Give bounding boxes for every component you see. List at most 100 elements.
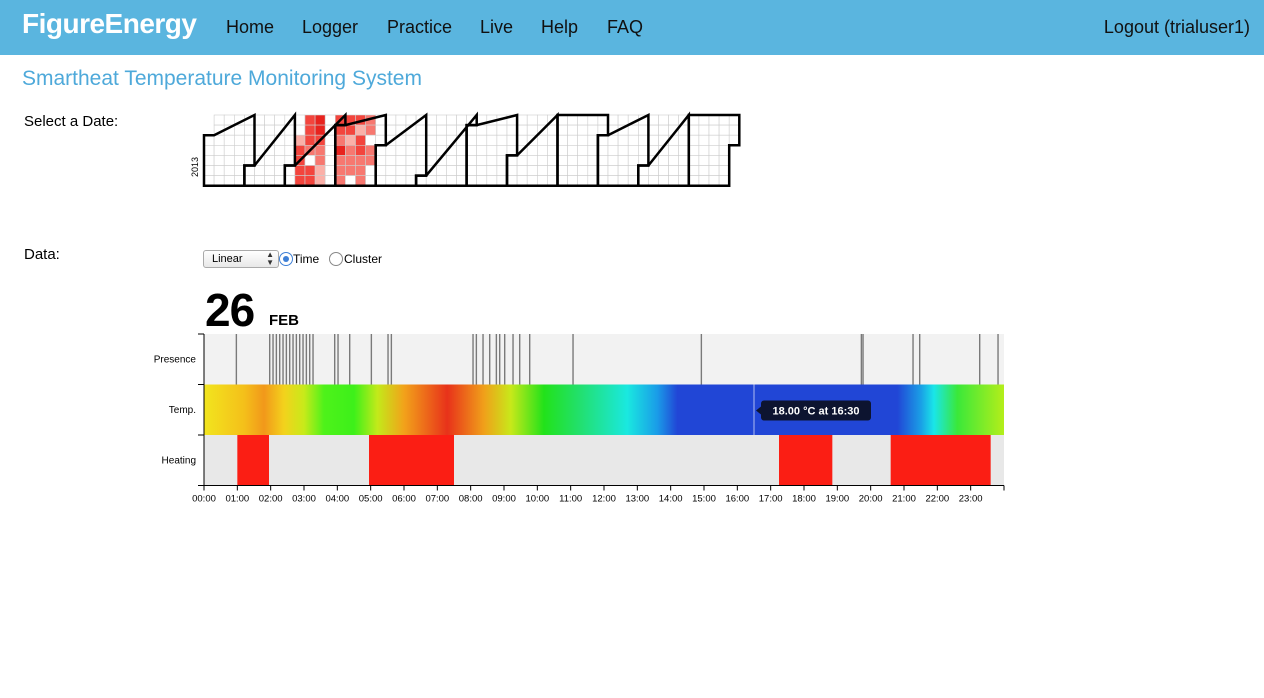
calendar-day-cell (718, 134, 730, 146)
calendar-day-cell (264, 165, 275, 176)
calendar-day-cell (233, 155, 245, 166)
data-label: Data: (24, 246, 60, 263)
scale-select[interactable]: Linear ▲ ▼ (203, 250, 279, 268)
calendar-day-cell (304, 114, 316, 126)
calendar-day-cell (233, 165, 245, 176)
calendar-day-cell (658, 114, 669, 126)
calendar-day-cell (648, 114, 659, 126)
calendar-day-cell (365, 155, 377, 166)
calendar-day-cell (213, 114, 225, 126)
x-tick-label: 15:00 (692, 494, 716, 505)
x-tick-label: 19:00 (825, 494, 849, 505)
calendar-day-cell (324, 165, 336, 176)
calendar-day-cell (658, 124, 669, 136)
calendar-day-cell (536, 114, 548, 126)
calendar-day-cell (324, 144, 336, 156)
presence-mark (269, 334, 271, 385)
calendar-day-cell (526, 165, 538, 176)
calendar-day-cell (375, 124, 387, 136)
calendar-day-cell (466, 134, 478, 146)
nav-help[interactable]: Help (541, 17, 579, 37)
calendar-day-cell (577, 114, 589, 126)
calendar-day-cell (244, 134, 255, 146)
nav-practice[interactable]: Practice (387, 17, 453, 37)
calendar-day-cell (567, 114, 579, 126)
page-title: Smartheat Temperature Monitoring System (22, 67, 422, 90)
calendar-heatmap[interactable]: 2013 (185, 110, 1000, 225)
presence-mark (390, 334, 393, 385)
nav-home[interactable]: Home (226, 17, 275, 37)
calendar-day-cell (506, 144, 518, 156)
cluster-radio[interactable] (329, 252, 343, 266)
calendar-day-cell (627, 165, 639, 176)
calendar-month-outline (687, 113, 741, 187)
nav-live[interactable]: Live (480, 17, 514, 37)
calendar-day-cell (516, 175, 528, 186)
calendar-day-cell (526, 175, 538, 186)
calendar-day-cell (203, 155, 215, 166)
nav-logger[interactable]: Logger (302, 17, 359, 37)
logout-link[interactable]: Logout (trialuser1) (1103, 17, 1250, 37)
calendar-day-cell (284, 155, 296, 166)
calendar-day-cell (294, 134, 306, 146)
calendar-day-cell (284, 165, 296, 176)
presence-mark (499, 334, 501, 385)
calendar-day-cell (547, 175, 558, 186)
calendar-day-cell (405, 175, 417, 186)
x-tick-label: 18:00 (792, 494, 816, 505)
calendar-day-cell (203, 165, 215, 176)
calendar-day-cell (698, 175, 710, 186)
calendar-day-cell (708, 144, 720, 156)
calendar-day-cell (688, 165, 700, 176)
cluster-radio-label[interactable]: Cluster (344, 252, 383, 266)
calendar-day-cell (587, 134, 599, 146)
calendar-day-cell (708, 124, 720, 136)
scale-select-value: Linear (212, 253, 243, 265)
calendar-day-cell (284, 144, 296, 156)
calendar-day-cell (526, 144, 538, 156)
calendar-day-cell (446, 114, 457, 126)
calendar-day-cell (223, 155, 235, 166)
calendar-day-cell (375, 165, 387, 176)
presence-mark (292, 334, 294, 385)
calendar-day-cell (264, 124, 275, 136)
calendar-day-cell (355, 124, 366, 136)
calendar-day-cell (486, 144, 498, 156)
calendar-day-cell (254, 175, 265, 186)
calendar-day-cell (536, 155, 548, 166)
calendar-day-cell (415, 165, 427, 176)
calendar-day-cell (557, 144, 568, 156)
calendar-day-cell (637, 175, 649, 186)
calendar-day-cell (254, 124, 265, 136)
day-chart[interactable]: Presence Temp. Heating 00:00 01:00 02:00 03:00… (140, 330, 1020, 510)
presence-mark (512, 334, 514, 385)
presence-mark (495, 334, 498, 385)
presence-mark (309, 334, 311, 385)
calendar-day-cell (476, 134, 488, 146)
calendar-day-cell (274, 114, 286, 126)
presence-mark (700, 334, 703, 385)
calendar-day-cell (688, 124, 700, 136)
calendar-day-cell (405, 144, 417, 156)
calendar-day-cell (324, 175, 336, 186)
calendar-day-cell (456, 144, 467, 156)
time-radio[interactable] (279, 252, 293, 266)
calendar-day-cell (365, 134, 377, 146)
tooltip-text: 18.00 °C at 16:30 (773, 406, 860, 418)
time-radio-label[interactable]: Time (293, 252, 320, 266)
select-arrows-icon: ▲ ▼ (266, 250, 274, 267)
calendar-day-cell (466, 155, 478, 166)
presence-mark (475, 334, 478, 385)
calendar-day-cell (233, 124, 245, 136)
calendar-day-cell (607, 155, 619, 166)
calendar-day-cell (597, 155, 609, 166)
nav-faq[interactable]: FAQ (607, 17, 644, 37)
brand-logo[interactable]: FigureEnergy (22, 8, 197, 39)
calendar-day-cell (658, 175, 669, 186)
calendar-day-cell (294, 144, 306, 156)
calendar-day-cell (718, 114, 730, 126)
x-tick-label: 10:00 (525, 494, 549, 505)
x-tick-label: 11:00 (559, 494, 582, 505)
calendar-day-cell (213, 155, 225, 166)
calendar-day-cell (668, 165, 680, 176)
